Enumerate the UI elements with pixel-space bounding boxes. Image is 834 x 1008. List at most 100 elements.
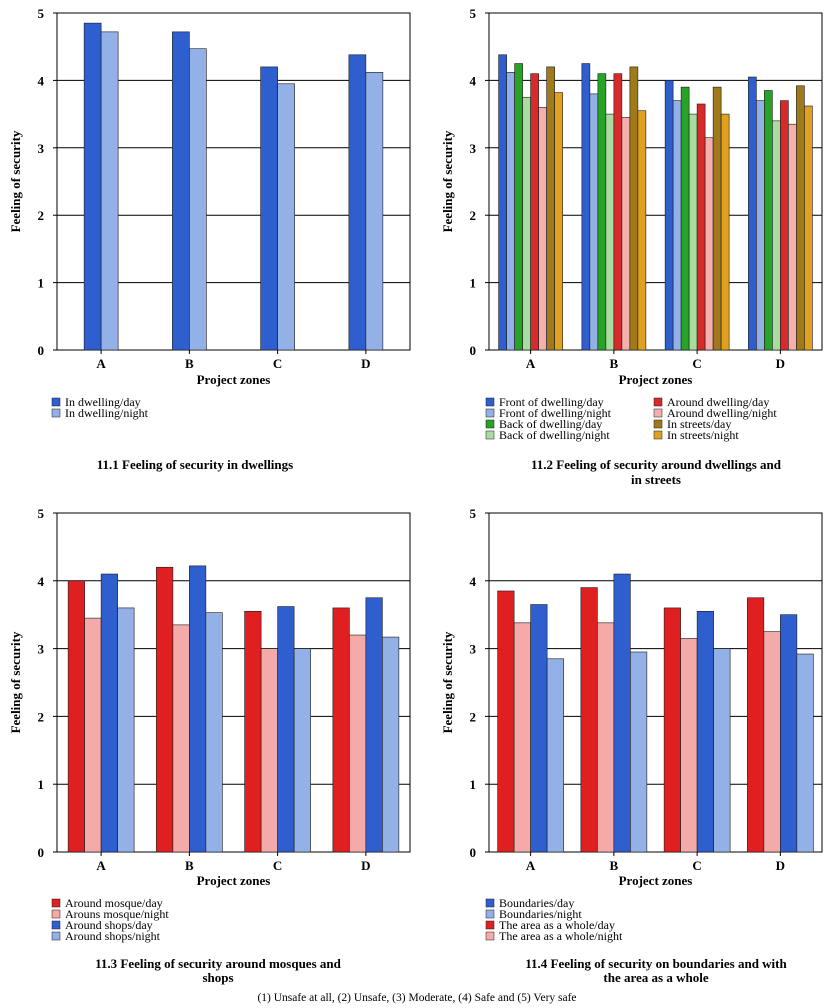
x-tick-label: A <box>526 356 536 371</box>
legend-label: In streets/day <box>667 417 731 431</box>
bar-C-series-1 <box>244 611 262 853</box>
x-tick-label: C <box>273 858 282 873</box>
legend-label: Around shops/day <box>65 918 153 932</box>
legend-label: Boundaries/day <box>499 896 574 910</box>
bar-A-series-3 <box>514 63 523 351</box>
x-tick-label: D <box>361 356 370 371</box>
bar-D-series-8 <box>804 105 813 351</box>
bar-D-series-2 <box>763 631 781 853</box>
panel-caption: 11.4 Feeling of security on boundaries a… <box>525 956 787 971</box>
bar-D-series-5 <box>780 100 789 351</box>
bar-C-series-2 <box>260 648 278 853</box>
bar-B-series-5 <box>613 73 623 351</box>
bar-C-series-1 <box>664 80 674 351</box>
bar-C-series-6 <box>704 137 714 351</box>
bar-B-series-2 <box>597 622 615 853</box>
x-axis-title: Project zones <box>197 372 271 387</box>
panel-caption: 11.2 Feeling of security around dwelling… <box>531 457 782 472</box>
bar-A-series-7 <box>546 66 555 351</box>
y-tick-label: 5 <box>38 6 45 21</box>
bar-D-series-1 <box>332 607 350 853</box>
x-tick-label: B <box>185 858 194 873</box>
legend-swatch <box>653 419 663 429</box>
legend-label: Back of dwelling/day <box>499 417 602 431</box>
x-axis-title: Project zones <box>619 873 693 888</box>
legend-label: Back of dwelling/night <box>499 428 610 442</box>
y-tick-label: 1 <box>38 276 45 291</box>
y-tick-label: 2 <box>38 208 45 223</box>
bar-B-series-1 <box>580 587 598 853</box>
legend-swatch <box>485 909 495 919</box>
y-axis-title: Feeling of security <box>8 130 23 232</box>
plot-frame <box>488 12 823 351</box>
panel-caption: in streets <box>631 472 681 487</box>
x-tick-label: B <box>610 858 619 873</box>
bar-C-series-3 <box>277 606 295 853</box>
bar-B-series-6 <box>621 117 631 351</box>
legend-label: Around mosque/day <box>65 896 163 910</box>
legend-swatch <box>485 898 495 908</box>
legend-swatch <box>51 931 61 941</box>
bar-B-series-8 <box>637 110 647 351</box>
chart-panel-4: 0 1 2 3 4 5 A B C D Project zones Feeling of securi… <box>440 506 823 985</box>
panel-caption: shops <box>202 970 233 985</box>
y-tick-label: 4 <box>470 73 477 88</box>
legend-label: The area as a whole/night <box>499 929 623 943</box>
legend-swatch <box>51 408 61 418</box>
bar-A-series-3 <box>100 573 118 853</box>
legend-swatch <box>485 920 495 930</box>
bar-B-series-7 <box>629 66 639 351</box>
legend-label: In streets/night <box>667 428 739 442</box>
x-tick-label: D <box>776 858 785 873</box>
bar-C-series-7 <box>712 86 722 351</box>
x-tick-label: C <box>273 356 282 371</box>
bar-D-series-4 <box>772 120 781 351</box>
legend-swatch <box>51 898 61 908</box>
panel-caption: the area as a whole <box>603 970 708 985</box>
bar-D-series-7 <box>796 85 805 351</box>
y-tick-label: 1 <box>470 276 477 291</box>
y-tick-label: 0 <box>470 343 477 358</box>
legend-label: Front of dwelling/night <box>499 406 612 420</box>
x-tick-label: A <box>96 858 106 873</box>
y-tick-label: 2 <box>470 709 477 724</box>
bar-B-series-2 <box>172 624 190 853</box>
bar-D-series-3 <box>764 90 773 351</box>
bar-D-series-1 <box>348 54 367 351</box>
y-tick-label: 1 <box>38 777 45 792</box>
y-tick-label: 4 <box>38 73 45 88</box>
bar-A-series-1 <box>498 54 507 351</box>
panel-caption: 11.1 Feeling of security in dwellings <box>97 457 293 472</box>
legend-swatch <box>653 408 663 418</box>
bar-B-series-1 <box>172 31 190 351</box>
chart-panel-1: 0 1 2 3 4 5 A B C D Project zones Feeling of securi… <box>8 6 411 472</box>
bar-B-series-4 <box>630 651 648 853</box>
bar-D-series-6 <box>788 123 797 351</box>
bar-C-series-1 <box>663 607 681 853</box>
bar-D-series-3 <box>780 614 798 853</box>
x-axis-title: Project zones <box>619 372 693 387</box>
legend-label: Around dwelling/night <box>667 406 777 420</box>
bar-B-series-1 <box>156 566 174 853</box>
bar-C-series-3 <box>680 86 690 351</box>
bar-C-series-2 <box>672 100 682 351</box>
bar-A-series-2 <box>513 622 531 853</box>
bar-A-series-8 <box>554 92 563 351</box>
legend-label: Arouns mosque/night <box>65 907 169 921</box>
bar-C-series-3 <box>696 611 714 853</box>
y-tick-label: 3 <box>38 642 45 657</box>
x-tick-label: C <box>692 858 701 873</box>
panel-caption: 11.3 Feeling of security around mosques … <box>95 956 341 971</box>
legend-swatch <box>51 909 61 919</box>
y-tick-label: 2 <box>38 709 45 724</box>
bar-C-series-8 <box>720 113 730 351</box>
x-tick-label: A <box>96 356 106 371</box>
y-tick-label: 3 <box>38 141 45 156</box>
bar-B-series-1 <box>581 63 591 351</box>
legend-label: In dwelling/night <box>65 406 149 420</box>
x-tick-label: B <box>185 356 194 371</box>
bar-C-series-5 <box>696 103 706 351</box>
